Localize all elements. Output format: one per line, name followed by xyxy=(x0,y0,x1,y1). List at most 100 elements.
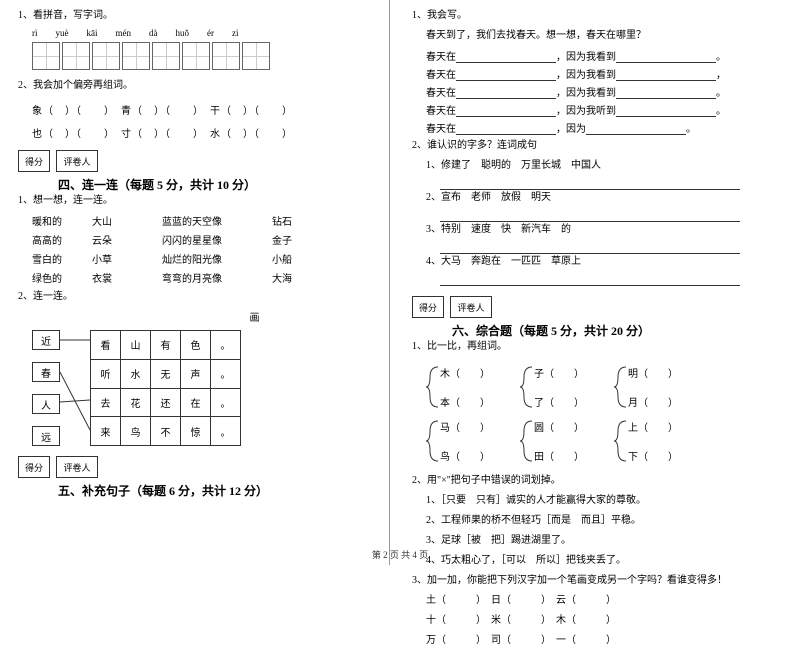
link-row: 雪白的小草灿烂的阳光像小船 xyxy=(18,251,371,266)
s4q2: 2、连一连。 xyxy=(18,289,371,305)
list-item: 2、工程师果的桥不但轻巧［而是 而且］平稳。 xyxy=(412,513,762,529)
bracket-group: 马（ ）鸟（ ） 圆（ ）田（ ） 上（ ）下（ ） xyxy=(412,419,762,463)
poem-cell: 色 xyxy=(181,331,211,360)
poem-cell: 惊 xyxy=(181,417,211,446)
spring-intro: 春天到了，我们去找春天。想一想，春天在哪里？ xyxy=(412,28,762,44)
writing-box xyxy=(242,42,270,70)
sub-item: 1、修建了 聪明的 万里长城 中国人 xyxy=(412,158,762,174)
poem-cell: 花 xyxy=(121,388,151,417)
list-item: 土（ ） 日（ ） 云（ ） xyxy=(412,593,762,609)
score-box: 得分 评卷人 xyxy=(18,150,371,172)
writing-box xyxy=(32,42,60,70)
section4-title: 四、连一连（每题 5 分，共计 10 分） xyxy=(18,176,371,193)
hua-char: 画 xyxy=(18,309,371,324)
list-item: 万（ ） 司（ ） 一（ ） xyxy=(412,633,762,649)
writing-box xyxy=(92,42,120,70)
char-box: 春 xyxy=(32,362,60,382)
fill-line: 春天在，因为我看到。 xyxy=(412,48,762,63)
r-q2: 2、谁认识的字多？连词成句 xyxy=(412,138,762,154)
page-footer: 第 2 页 共 4 页 xyxy=(0,548,800,561)
answer-line xyxy=(440,274,740,286)
brace-icon xyxy=(426,419,440,463)
answer-line xyxy=(440,178,740,190)
bracket-item: 子（ ）了（ ） xyxy=(520,365,584,409)
score-box: 得分 评卷人 xyxy=(412,296,762,318)
bracket-item: 马（ ）鸟（ ） xyxy=(426,419,490,463)
pinyin: ér xyxy=(207,28,214,38)
s4q1: 1、想一想，连一连。 xyxy=(18,193,371,209)
score-cell: 得分 xyxy=(412,296,444,318)
char-box: 远 xyxy=(32,426,60,446)
s6q1: 1、比一比，再组词。 xyxy=(412,339,762,355)
poem-cell: 鸟 xyxy=(121,417,151,446)
section5-title: 五、补充句子（每题 6 分，共计 12 分） xyxy=(18,482,371,499)
poem-cell: 听 xyxy=(91,359,121,388)
poem-cell: 去 xyxy=(91,388,121,417)
poem-cell: 不 xyxy=(151,417,181,446)
list-item: 1、［只要 只有］诚实的人才能赢得大家的尊敬。 xyxy=(412,493,762,509)
link-row: 暖和的大山蓝蓝的天空像钻石 xyxy=(18,213,371,228)
q2-title: 2、我会加个偏旁再组词。 xyxy=(18,78,371,94)
poem-cell: 看 xyxy=(91,331,121,360)
s6q3: 3、加一加，你能把下列汉字加一个笔画变成另一个字吗？看谁变得多！ xyxy=(412,573,762,589)
poem-cell: 无 xyxy=(151,359,181,388)
pinyin-row: rì yuè kāi mén dà huǒ ér zi xyxy=(18,28,371,38)
brace-icon xyxy=(426,365,440,409)
spring-lines: 春天在，因为我看到。春天在，因为我看到，春天在，因为我看到。春天在，因为我听到。… xyxy=(412,48,762,135)
poem-cell: 在 xyxy=(181,388,211,417)
answer-line xyxy=(440,242,740,254)
sub-item: 3、特别 速度 快 新汽车 的 xyxy=(412,222,762,238)
grader-cell: 评卷人 xyxy=(450,296,492,318)
writing-grid-row xyxy=(18,42,371,70)
poem-cell: 。 xyxy=(211,388,241,417)
brace-icon xyxy=(614,419,628,463)
bracket-item: 圆（ ）田（ ） xyxy=(520,419,584,463)
poem-cell: 山 xyxy=(121,331,151,360)
link-rows: 暖和的大山蓝蓝的天空像钻石高高的云朵闪闪的星星像金子雪白的小草灿烂的阳光像小船绿… xyxy=(18,213,371,285)
pinyin: mén xyxy=(116,28,132,38)
grader-cell: 评卷人 xyxy=(56,456,98,478)
bracket-item: 明（ ）月（ ） xyxy=(614,365,678,409)
char-box: 人 xyxy=(32,394,60,414)
bracket-item: 上（ ）下（ ） xyxy=(614,419,678,463)
s6q2: 2、用"×"把句子中错误的词划掉。 xyxy=(412,473,762,489)
brace-icon xyxy=(520,365,534,409)
poem-cell: 水 xyxy=(121,359,151,388)
poem-grid: 看山有色。听水无声。去花还在。来鸟不惊。 xyxy=(90,330,241,446)
poem-cell: 有 xyxy=(151,331,181,360)
sub-item: 4、大马 奔跑在 一匹匹 草原上 xyxy=(412,254,762,270)
section6-title: 六、综合题（每题 5 分，共计 20 分） xyxy=(412,322,762,339)
writing-box xyxy=(152,42,180,70)
fill-line: 春天在，因为。 xyxy=(412,120,762,135)
score-cell: 得分 xyxy=(18,150,50,172)
bracket-group: 木（ ）本（ ） 子（ ）了（ ） 明（ ）月（ ） xyxy=(412,365,762,409)
pinyin: dà xyxy=(149,28,158,38)
left-char-boxes: 近春人远 xyxy=(32,330,60,446)
poem-table-wrap: 近春人远 看山有色。听水无声。去花还在。来鸟不惊。 xyxy=(18,330,371,446)
poem-cell: 声 xyxy=(181,359,211,388)
pinyin: kāi xyxy=(87,28,98,38)
fill-line: 春天在，因为我听到。 xyxy=(412,102,762,117)
radical-row: 也（ ）（ ） 寸（ ）（ ） 水（ ）（ ） xyxy=(18,125,371,140)
grader-cell: 评卷人 xyxy=(56,150,98,172)
list-item: 3、足球［被 把］踢进湖里了。 xyxy=(412,533,762,549)
q1-title: 1、看拼音，写字词。 xyxy=(18,8,371,24)
poem-cell: 来 xyxy=(91,417,121,446)
bracket-item: 木（ ）本（ ） xyxy=(426,365,490,409)
writing-box xyxy=(182,42,210,70)
poem-cell: 。 xyxy=(211,417,241,446)
score-cell: 得分 xyxy=(18,456,50,478)
poem-cell: 还 xyxy=(151,388,181,417)
sub-item: 2、宣布 老师 放假 明天 xyxy=(412,190,762,206)
left-column: 1、看拼音，写字词。 rì yuè kāi mén dà huǒ ér zi 2… xyxy=(0,0,390,565)
poem-cell: 。 xyxy=(211,331,241,360)
q3-lines: 土（ ） 日（ ） 云（ ）十（ ） 米（ ） 木（ ）万（ ） 司（ ） 一（… xyxy=(412,593,762,649)
poem-cell: 。 xyxy=(211,359,241,388)
radical-row: 象（ ）（ ） 青（ ）（ ） 干（ ）（ ） xyxy=(18,102,371,117)
char-box: 近 xyxy=(32,330,60,350)
writing-box xyxy=(62,42,90,70)
right-column: 1、我会写。 春天到了，我们去找春天。想一想，春天在哪里？ 春天在，因为我看到。… xyxy=(390,0,780,565)
fill-line: 春天在，因为我看到， xyxy=(412,66,762,81)
pinyin: yuè xyxy=(56,28,69,38)
writing-box xyxy=(212,42,240,70)
